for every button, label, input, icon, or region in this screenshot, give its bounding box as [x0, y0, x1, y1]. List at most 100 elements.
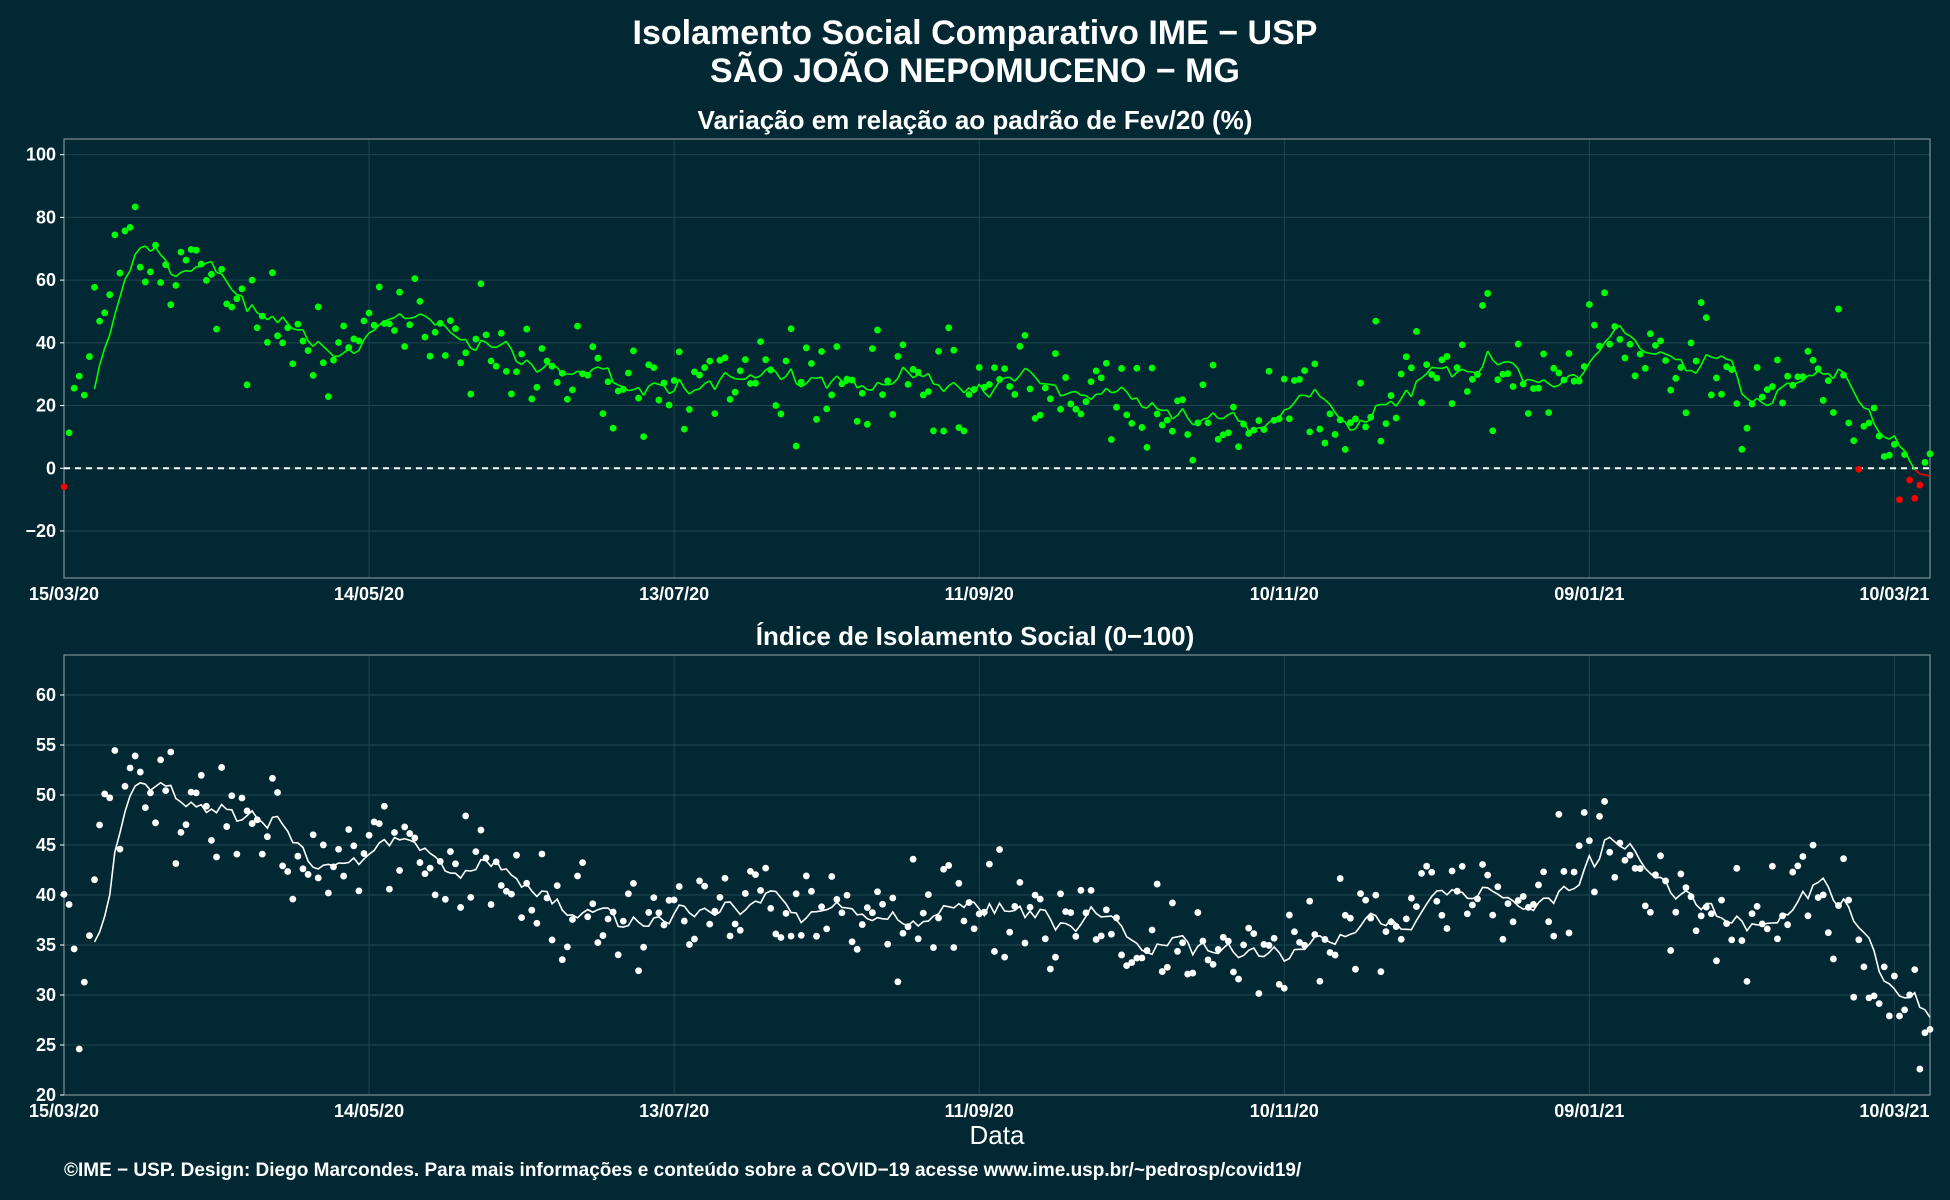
- moving-average-segment: [1838, 368, 1845, 374]
- x-tick-label: 15/03/20: [29, 584, 99, 604]
- data-point: [1713, 374, 1720, 382]
- moving-average-segment: [602, 367, 609, 370]
- data-point: [1250, 426, 1258, 434]
- moving-average-segment: [922, 372, 929, 378]
- data-point: [1260, 426, 1268, 434]
- data-point: [645, 361, 653, 369]
- data-point: [233, 295, 241, 303]
- data-point: [848, 376, 856, 384]
- moving-average-segment: [704, 380, 711, 385]
- data-point: [1555, 369, 1563, 377]
- data-point: [1153, 880, 1161, 888]
- data-point: [233, 850, 241, 858]
- data-point: [1377, 968, 1385, 976]
- moving-average-segment: [1034, 376, 1041, 385]
- data-point: [1535, 881, 1542, 889]
- panel-frame: [63, 654, 1931, 1096]
- data-point: [889, 411, 897, 418]
- moving-average-segment: [419, 313, 426, 317]
- moving-average-segment: [785, 368, 792, 377]
- moving-average-segment: [1045, 382, 1051, 386]
- data-point: [950, 346, 958, 354]
- moving-average-segment: [281, 316, 289, 325]
- data-point: [558, 956, 566, 964]
- data-point: [528, 395, 536, 403]
- data-point: [375, 820, 383, 827]
- moving-average-segment: [373, 324, 380, 331]
- data-point: [802, 872, 810, 880]
- data-point: [1804, 347, 1812, 355]
- data-point: [650, 364, 658, 372]
- data-point: [126, 224, 134, 231]
- moving-average-segment: [531, 364, 538, 373]
- panel-frame: [63, 138, 1931, 579]
- data-point: [60, 890, 68, 898]
- moving-average-segment: [271, 315, 279, 324]
- moving-average-segment: [1761, 402, 1768, 407]
- data-point: [1128, 419, 1136, 427]
- data-point: [965, 899, 973, 906]
- moving-average-segment: [897, 366, 904, 379]
- data-point: [1036, 895, 1044, 903]
- data-point: [701, 882, 709, 890]
- data-point: [1377, 437, 1385, 445]
- data-point: [75, 1045, 83, 1053]
- moving-average-segment: [455, 335, 462, 341]
- data-point: [716, 893, 724, 901]
- moving-average-segment: [1070, 390, 1076, 394]
- data-point: [645, 909, 653, 916]
- data-point: [1697, 299, 1705, 306]
- data-point: [228, 792, 236, 800]
- data-point: [1372, 317, 1380, 325]
- moving-average-segment: [317, 340, 324, 347]
- data-point: [1911, 966, 1919, 974]
- moving-average-segment: [470, 347, 477, 352]
- moving-average-segment: [1736, 374, 1743, 394]
- data-point: [1057, 405, 1064, 413]
- data-point: [919, 909, 927, 917]
- data-point: [1113, 914, 1120, 922]
- data-point: [752, 871, 759, 879]
- data-point: [960, 917, 968, 925]
- data-point: [1392, 414, 1400, 422]
- data-point: [1438, 356, 1446, 364]
- data-point: [304, 347, 312, 354]
- data-point: [1392, 923, 1400, 930]
- data-point: [258, 312, 266, 320]
- data-point: [1219, 933, 1227, 941]
- data-point: [1779, 399, 1786, 407]
- moving-average-segment: [759, 369, 767, 377]
- data-point: [1916, 481, 1924, 489]
- moving-average-segment: [444, 325, 452, 333]
- data-point: [1840, 371, 1847, 379]
- data-point: [350, 842, 358, 850]
- moving-average-segment: [1655, 351, 1661, 355]
- figure-title-line2: SÃO JOÃO NEPOMUCENO − MG: [710, 52, 1240, 90]
- data-point: [1163, 416, 1171, 424]
- moving-average-segment: [1726, 358, 1732, 362]
- moving-average-segment: [1050, 383, 1056, 387]
- x-tick-label: 14/05/20: [334, 584, 404, 604]
- data-point: [1611, 873, 1619, 881]
- data-point: [604, 378, 612, 386]
- data-point: [665, 401, 673, 409]
- data-point: [935, 914, 942, 922]
- moving-average-segment: [236, 293, 243, 297]
- data-point: [655, 909, 663, 917]
- data-point: [1255, 417, 1263, 424]
- moving-average-segment: [1716, 355, 1722, 360]
- data-point: [930, 427, 937, 435]
- data-point: [157, 279, 165, 286]
- moving-average-segment: [510, 348, 518, 363]
- y-tick-label: 25: [36, 1035, 56, 1055]
- data-point: [1585, 837, 1593, 845]
- data-point: [808, 887, 815, 895]
- y-tick-label: 50: [36, 785, 56, 805]
- x-tick-label: 13/07/20: [639, 1101, 709, 1121]
- data-point: [421, 870, 429, 878]
- moving-average-segment: [241, 295, 248, 312]
- data-point: [1875, 1000, 1883, 1008]
- data-point: [1845, 896, 1853, 904]
- data-point: [523, 325, 531, 333]
- data-point: [767, 366, 775, 374]
